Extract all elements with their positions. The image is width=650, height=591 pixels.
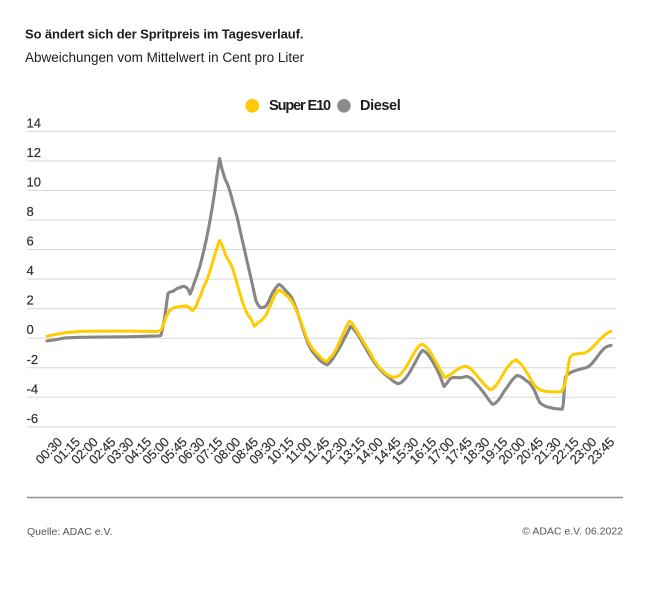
svg-text:-6: -6 (27, 411, 39, 426)
svg-text:12: 12 (27, 145, 41, 160)
svg-text:Diesel: Diesel (360, 98, 400, 114)
svg-text:4: 4 (27, 263, 34, 278)
svg-text:10: 10 (27, 174, 41, 189)
svg-text:-4: -4 (27, 381, 39, 396)
svg-text:Super E10: Super E10 (269, 98, 331, 114)
svg-text:So ändert sich der Spritpreis: So ändert sich der Spritpreis im Tagesve… (25, 27, 303, 42)
svg-text:0: 0 (27, 322, 34, 337)
svg-text:8: 8 (27, 204, 34, 219)
svg-text:6: 6 (27, 234, 34, 249)
svg-text:Abweichungen vom Mittelwert in: Abweichungen vom Mittelwert in Cent pro … (25, 50, 305, 65)
svg-text:Quelle: ADAC e.V.: Quelle: ADAC e.V. (27, 526, 112, 538)
svg-text:14: 14 (27, 115, 41, 130)
svg-text:2: 2 (27, 293, 34, 308)
svg-text:© ADAC e.V. 06.2022: © ADAC e.V. 06.2022 (522, 526, 623, 538)
svg-text:-2: -2 (27, 352, 39, 367)
